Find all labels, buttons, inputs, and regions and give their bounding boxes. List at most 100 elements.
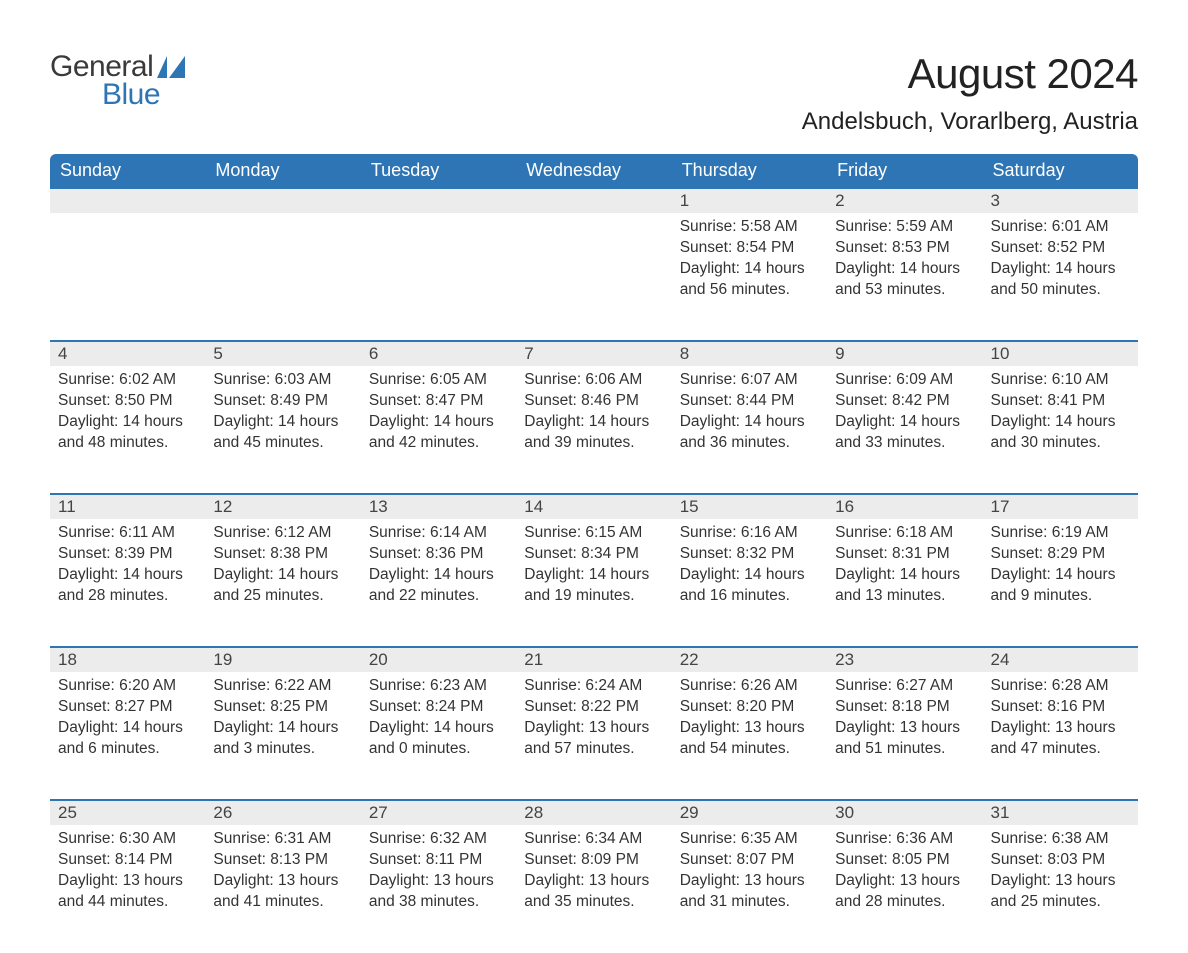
day-day1: Daylight: 14 hours <box>991 259 1130 280</box>
day-number: 23 <box>827 647 982 672</box>
day-day2: and 31 minutes. <box>680 892 819 913</box>
day-day2: and 42 minutes. <box>369 433 508 454</box>
day-number-empty <box>50 188 205 213</box>
day-sunset: Sunset: 8:07 PM <box>680 850 819 871</box>
day-cell: Sunrise: 6:26 AMSunset: 8:20 PMDaylight:… <box>672 672 827 800</box>
day-cell: Sunrise: 6:15 AMSunset: 8:34 PMDaylight:… <box>516 519 671 647</box>
day-day1: Daylight: 13 hours <box>524 718 663 739</box>
day-cell: Sunrise: 6:09 AMSunset: 8:42 PMDaylight:… <box>827 366 982 494</box>
weekday-header: Wednesday <box>516 154 671 188</box>
day-number: 28 <box>516 800 671 825</box>
day-sunrise: Sunrise: 6:11 AM <box>58 523 197 544</box>
day-sunrise: Sunrise: 6:10 AM <box>991 370 1130 391</box>
day-number: 24 <box>983 647 1138 672</box>
day-cell: Sunrise: 6:23 AMSunset: 8:24 PMDaylight:… <box>361 672 516 800</box>
day-day1: Daylight: 14 hours <box>369 565 508 586</box>
day-sunset: Sunset: 8:39 PM <box>58 544 197 565</box>
day-sunrise: Sunrise: 6:16 AM <box>680 523 819 544</box>
day-cell-empty <box>205 213 360 341</box>
day-sunset: Sunset: 8:46 PM <box>524 391 663 412</box>
day-number: 6 <box>361 341 516 366</box>
day-cell: Sunrise: 6:34 AMSunset: 8:09 PMDaylight:… <box>516 825 671 953</box>
day-sunset: Sunset: 8:11 PM <box>369 850 508 871</box>
day-day1: Daylight: 14 hours <box>213 718 352 739</box>
day-sunrise: Sunrise: 6:09 AM <box>835 370 974 391</box>
day-sunrise: Sunrise: 5:58 AM <box>680 217 819 238</box>
day-day2: and 9 minutes. <box>991 586 1130 607</box>
day-number: 16 <box>827 494 982 519</box>
day-cell: Sunrise: 6:38 AMSunset: 8:03 PMDaylight:… <box>983 825 1138 953</box>
week-body-row: Sunrise: 6:02 AMSunset: 8:50 PMDaylight:… <box>50 366 1138 494</box>
day-sunrise: Sunrise: 6:20 AM <box>58 676 197 697</box>
day-sunset: Sunset: 8:16 PM <box>991 697 1130 718</box>
day-day2: and 22 minutes. <box>369 586 508 607</box>
day-sunset: Sunset: 8:41 PM <box>991 391 1130 412</box>
day-sunrise: Sunrise: 6:18 AM <box>835 523 974 544</box>
day-number: 19 <box>205 647 360 672</box>
week-day-number-row: 18192021222324 <box>50 647 1138 672</box>
day-sunset: Sunset: 8:20 PM <box>680 697 819 718</box>
day-number: 5 <box>205 341 360 366</box>
week-body-row: Sunrise: 6:20 AMSunset: 8:27 PMDaylight:… <box>50 672 1138 800</box>
day-cell: Sunrise: 6:28 AMSunset: 8:16 PMDaylight:… <box>983 672 1138 800</box>
day-sunrise: Sunrise: 6:02 AM <box>58 370 197 391</box>
day-cell: Sunrise: 6:06 AMSunset: 8:46 PMDaylight:… <box>516 366 671 494</box>
day-day2: and 53 minutes. <box>835 280 974 301</box>
day-sunset: Sunset: 8:25 PM <box>213 697 352 718</box>
day-day2: and 38 minutes. <box>369 892 508 913</box>
day-sunset: Sunset: 8:29 PM <box>991 544 1130 565</box>
day-sunrise: Sunrise: 6:26 AM <box>680 676 819 697</box>
weekday-header: Monday <box>205 154 360 188</box>
day-day2: and 54 minutes. <box>680 739 819 760</box>
day-sunset: Sunset: 8:49 PM <box>213 391 352 412</box>
day-number: 10 <box>983 341 1138 366</box>
day-day2: and 28 minutes. <box>58 586 197 607</box>
day-day2: and 48 minutes. <box>58 433 197 454</box>
day-number-empty <box>205 188 360 213</box>
day-number: 4 <box>50 341 205 366</box>
day-sunrise: Sunrise: 6:31 AM <box>213 829 352 850</box>
day-sunrise: Sunrise: 5:59 AM <box>835 217 974 238</box>
day-day1: Daylight: 13 hours <box>524 871 663 892</box>
location-subtitle: Andelsbuch, Vorarlberg, Austria <box>802 108 1138 136</box>
day-cell: Sunrise: 5:59 AMSunset: 8:53 PMDaylight:… <box>827 213 982 341</box>
day-sunrise: Sunrise: 6:05 AM <box>369 370 508 391</box>
day-cell: Sunrise: 6:16 AMSunset: 8:32 PMDaylight:… <box>672 519 827 647</box>
day-cell: Sunrise: 6:03 AMSunset: 8:49 PMDaylight:… <box>205 366 360 494</box>
day-cell: Sunrise: 6:24 AMSunset: 8:22 PMDaylight:… <box>516 672 671 800</box>
day-sunrise: Sunrise: 6:27 AM <box>835 676 974 697</box>
day-sunset: Sunset: 8:42 PM <box>835 391 974 412</box>
day-day1: Daylight: 13 hours <box>369 871 508 892</box>
day-number: 13 <box>361 494 516 519</box>
day-cell-empty <box>50 213 205 341</box>
header-block: General Blue August 2024 Andelsbuch, Vor… <box>50 50 1138 136</box>
day-sunset: Sunset: 8:03 PM <box>991 850 1130 871</box>
day-cell: Sunrise: 6:36 AMSunset: 8:05 PMDaylight:… <box>827 825 982 953</box>
day-sunrise: Sunrise: 6:38 AM <box>991 829 1130 850</box>
day-sunset: Sunset: 8:36 PM <box>369 544 508 565</box>
weekday-header-row: SundayMondayTuesdayWednesdayThursdayFrid… <box>50 154 1138 188</box>
calendar-table: SundayMondayTuesdayWednesdayThursdayFrid… <box>50 154 1138 953</box>
day-day2: and 3 minutes. <box>213 739 352 760</box>
day-sunrise: Sunrise: 6:19 AM <box>991 523 1130 544</box>
week-day-number-row: 25262728293031 <box>50 800 1138 825</box>
day-day1: Daylight: 14 hours <box>213 412 352 433</box>
day-number: 17 <box>983 494 1138 519</box>
day-sunrise: Sunrise: 6:06 AM <box>524 370 663 391</box>
day-day1: Daylight: 14 hours <box>524 412 663 433</box>
day-day2: and 25 minutes. <box>991 892 1130 913</box>
day-day2: and 28 minutes. <box>835 892 974 913</box>
day-sunset: Sunset: 8:18 PM <box>835 697 974 718</box>
day-day1: Daylight: 13 hours <box>680 718 819 739</box>
day-day1: Daylight: 14 hours <box>991 565 1130 586</box>
day-number: 1 <box>672 188 827 213</box>
day-day1: Daylight: 14 hours <box>835 412 974 433</box>
week-body-row: Sunrise: 6:30 AMSunset: 8:14 PMDaylight:… <box>50 825 1138 953</box>
day-number: 18 <box>50 647 205 672</box>
day-cell-empty <box>516 213 671 341</box>
day-number: 12 <box>205 494 360 519</box>
day-sunrise: Sunrise: 6:22 AM <box>213 676 352 697</box>
day-number-empty <box>361 188 516 213</box>
day-day2: and 47 minutes. <box>991 739 1130 760</box>
day-number: 3 <box>983 188 1138 213</box>
